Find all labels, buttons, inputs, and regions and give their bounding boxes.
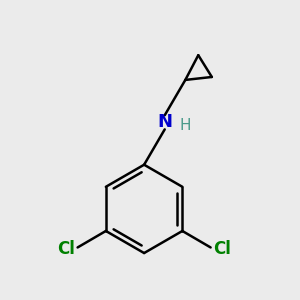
Text: N: N: [157, 113, 172, 131]
Text: H: H: [179, 118, 191, 134]
Text: Cl: Cl: [57, 240, 75, 258]
Text: Cl: Cl: [214, 240, 231, 258]
